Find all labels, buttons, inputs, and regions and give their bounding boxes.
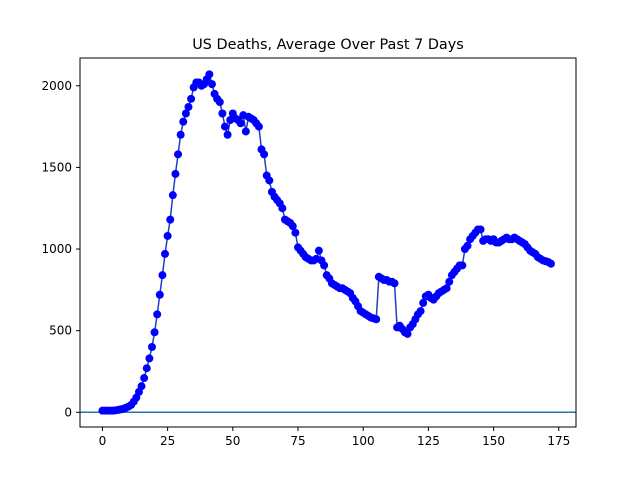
data-point <box>445 277 454 286</box>
x-tick-label: 25 <box>160 434 175 448</box>
data-point <box>236 119 245 128</box>
data-point <box>147 343 156 351</box>
x-tick-label: 0 <box>99 434 107 448</box>
y-tick-label: 2000 <box>41 79 72 93</box>
data-point <box>476 225 485 234</box>
data-point <box>150 328 159 337</box>
data-point <box>288 222 297 231</box>
data-point <box>546 259 555 268</box>
y-tick-label: 500 <box>49 324 72 338</box>
axes-frame <box>79 57 577 428</box>
data-point <box>320 261 329 270</box>
data-point <box>314 246 323 255</box>
chart-title: US Deaths, Average Over Past 7 Days <box>192 37 463 53</box>
y-tick-label: 1500 <box>41 160 72 174</box>
x-tick-label: 50 <box>225 434 240 448</box>
data-point <box>137 382 146 391</box>
data-point <box>218 109 227 118</box>
data-point <box>215 98 224 107</box>
y-tick-label: 0 <box>64 405 72 419</box>
x-tick-label: 75 <box>290 434 305 448</box>
data-point <box>184 102 193 111</box>
data-point <box>260 150 269 159</box>
data-point <box>161 249 170 258</box>
data-point <box>205 70 214 79</box>
data-point <box>166 215 175 224</box>
data-point <box>254 122 263 131</box>
data-point <box>291 228 300 237</box>
data-point <box>176 130 185 139</box>
data-point <box>163 231 172 240</box>
data-point <box>142 364 151 373</box>
x-tick-label: 175 <box>547 434 570 448</box>
plot-area: 0 25 50 75 100 125 150 175 0 500 1000 1500 2000 <box>41 57 577 448</box>
x-tick-label: 125 <box>417 434 440 448</box>
data-point <box>223 130 232 139</box>
data-point <box>155 290 164 299</box>
data-point <box>153 310 162 319</box>
x-tick-label: 150 <box>482 434 505 448</box>
data-point <box>458 261 467 270</box>
data-point <box>179 117 188 126</box>
data-point <box>463 241 472 250</box>
data-point <box>241 127 250 136</box>
data-point <box>145 354 154 363</box>
data-point <box>416 307 425 316</box>
y-tick-label: 1000 <box>41 242 72 256</box>
data-point <box>390 279 399 288</box>
data-point <box>158 271 167 280</box>
data-point <box>265 176 274 185</box>
data-point <box>174 150 183 159</box>
data-point <box>140 374 149 383</box>
data-point <box>181 109 190 118</box>
data-point <box>168 191 177 200</box>
data-point <box>278 204 287 213</box>
x-tick-label: 100 <box>352 434 375 448</box>
data-point <box>207 80 216 89</box>
data-point <box>187 94 196 103</box>
data-point <box>372 315 381 324</box>
data-point <box>220 122 229 131</box>
data-point <box>403 329 412 338</box>
data-point <box>419 298 428 307</box>
data-point <box>171 169 180 178</box>
data-point <box>442 284 451 293</box>
